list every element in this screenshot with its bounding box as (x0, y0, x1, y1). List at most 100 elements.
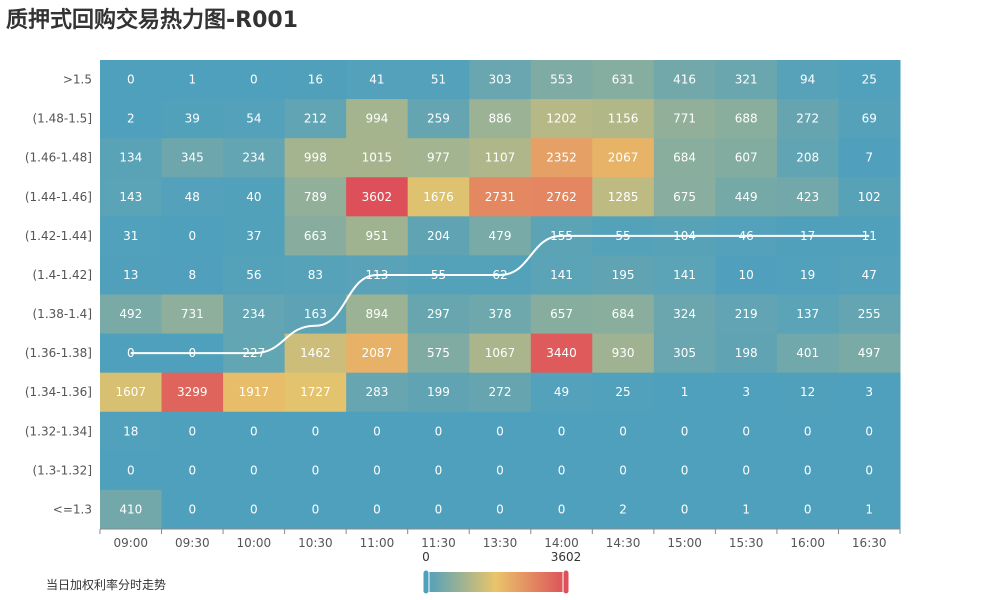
heatmap-cell (592, 294, 655, 335)
cell-value-label: 492 (119, 307, 142, 321)
cell-value-label: 345 (181, 151, 204, 165)
cell-value-label: 272 (489, 385, 512, 399)
heatmap-cell (284, 99, 347, 139)
cell-value-label: 0 (188, 463, 196, 477)
y-axis-tick-label: (1.44-1.46] (25, 190, 92, 204)
heatmap-cell (407, 177, 470, 217)
x-axis-tick-label: 15:30 (729, 536, 764, 550)
cell-value-label: 0 (742, 424, 750, 438)
y-axis-tick-label: <=1.3 (53, 502, 92, 516)
cell-value-label: 575 (427, 346, 450, 360)
cell-value-label: 378 (489, 307, 512, 321)
cell-value-label: 2 (127, 112, 135, 126)
heatmap-cell (469, 333, 532, 374)
cell-value-label: 259 (427, 112, 450, 126)
heatmap-cell (776, 333, 839, 374)
heatmap-cell (223, 177, 286, 217)
heatmap-cell (223, 411, 286, 452)
cell-value-label: 631 (612, 73, 635, 87)
cell-value-label: 143 (119, 190, 142, 204)
heatmap-cell (838, 99, 901, 139)
x-axis-tick-label: 16:30 (852, 536, 887, 550)
heatmap-cell (223, 372, 286, 413)
cell-value-label: 234 (242, 307, 265, 321)
cell-value-label: 663 (304, 229, 327, 243)
heatmap-cell (469, 99, 532, 139)
cell-value-label: 41 (369, 73, 384, 87)
heatmap-cell (776, 372, 839, 413)
cell-value-label: 1 (865, 502, 873, 516)
cell-value-label: 0 (250, 502, 258, 516)
heatmap-cell (776, 138, 839, 178)
heatmap-cell (407, 60, 470, 100)
heatmap-cell (592, 138, 655, 178)
heatmap-cell (469, 294, 532, 335)
cell-value-label: 48 (185, 190, 200, 204)
heatmap-cell (530, 294, 593, 335)
heatmap-cell (407, 138, 470, 178)
heatmap-cell (715, 60, 778, 100)
heatmap-cell (653, 60, 716, 100)
cell-value-label: 1462 (300, 346, 331, 360)
heatmap-cell (346, 177, 409, 217)
cell-value-label: 7 (865, 151, 873, 165)
heatmap-cell (100, 177, 163, 217)
heatmap-cell (715, 294, 778, 335)
heatmap-cell (776, 60, 839, 100)
heatmap-cell (284, 372, 347, 413)
heatmap-cell (530, 372, 593, 413)
heatmap-cell (284, 255, 347, 295)
cell-value-label: 0 (496, 463, 504, 477)
heatmap-cell (100, 294, 163, 335)
cell-value-label: 283 (365, 385, 388, 399)
heatmap-cell (838, 177, 901, 217)
heatmap-cell (469, 216, 532, 256)
heatmap-cell (592, 255, 655, 295)
heatmap-cell (592, 60, 655, 100)
cell-value-label: 2762 (546, 190, 577, 204)
heatmap-cell (346, 216, 409, 256)
visual-map-max-handle[interactable] (562, 569, 570, 595)
x-axis-tick-label: 10:00 (237, 536, 272, 550)
x-axis-tick-label: 10:30 (298, 536, 333, 550)
heatmap-cell (469, 60, 532, 100)
visual-map-max-label: 3602 (551, 550, 582, 564)
cell-value-label: 0 (804, 502, 812, 516)
heatmap-cell (838, 60, 901, 100)
cell-value-label: 0 (312, 502, 320, 516)
heatmap-cell (284, 411, 347, 452)
heatmap-cell (284, 177, 347, 217)
cell-value-label: 49 (554, 385, 569, 399)
cell-value-label: 12 (800, 385, 815, 399)
cell-value-label: 198 (735, 346, 758, 360)
cell-value-label: 0 (373, 502, 381, 516)
heatmap-cell (161, 138, 224, 178)
heatmap-cell (715, 333, 778, 374)
heatmap-cell (223, 255, 286, 295)
heatmap-cell (346, 411, 409, 452)
cell-value-label: 1107 (485, 151, 516, 165)
heatmap-cell (407, 216, 470, 256)
heatmap-cell (223, 216, 286, 256)
cell-value-label: 675 (673, 190, 696, 204)
cell-value-label: 1067 (485, 346, 516, 360)
cell-value-label: 0 (865, 424, 873, 438)
cell-value-label: 204 (427, 229, 450, 243)
cell-value-label: 56 (246, 268, 261, 282)
heatmap-cell (346, 138, 409, 178)
cell-value-label: 212 (304, 112, 327, 126)
cell-value-label: 94 (800, 73, 815, 87)
cell-value-label: 13 (123, 268, 138, 282)
heatmap-cell (776, 489, 839, 530)
heatmap-cell (592, 177, 655, 217)
x-axis-tick-label: 09:00 (113, 536, 148, 550)
heatmap-cell (715, 177, 778, 217)
cell-value-label: 18 (123, 424, 138, 438)
heatmap-cell (838, 333, 901, 374)
heatmap-cell (346, 294, 409, 335)
heatmap-cell (776, 411, 839, 452)
cell-value-label: 416 (673, 73, 696, 87)
cell-value-label: 1727 (300, 385, 331, 399)
heatmap-cell (100, 450, 163, 491)
visual-map-min-handle[interactable] (422, 569, 430, 595)
